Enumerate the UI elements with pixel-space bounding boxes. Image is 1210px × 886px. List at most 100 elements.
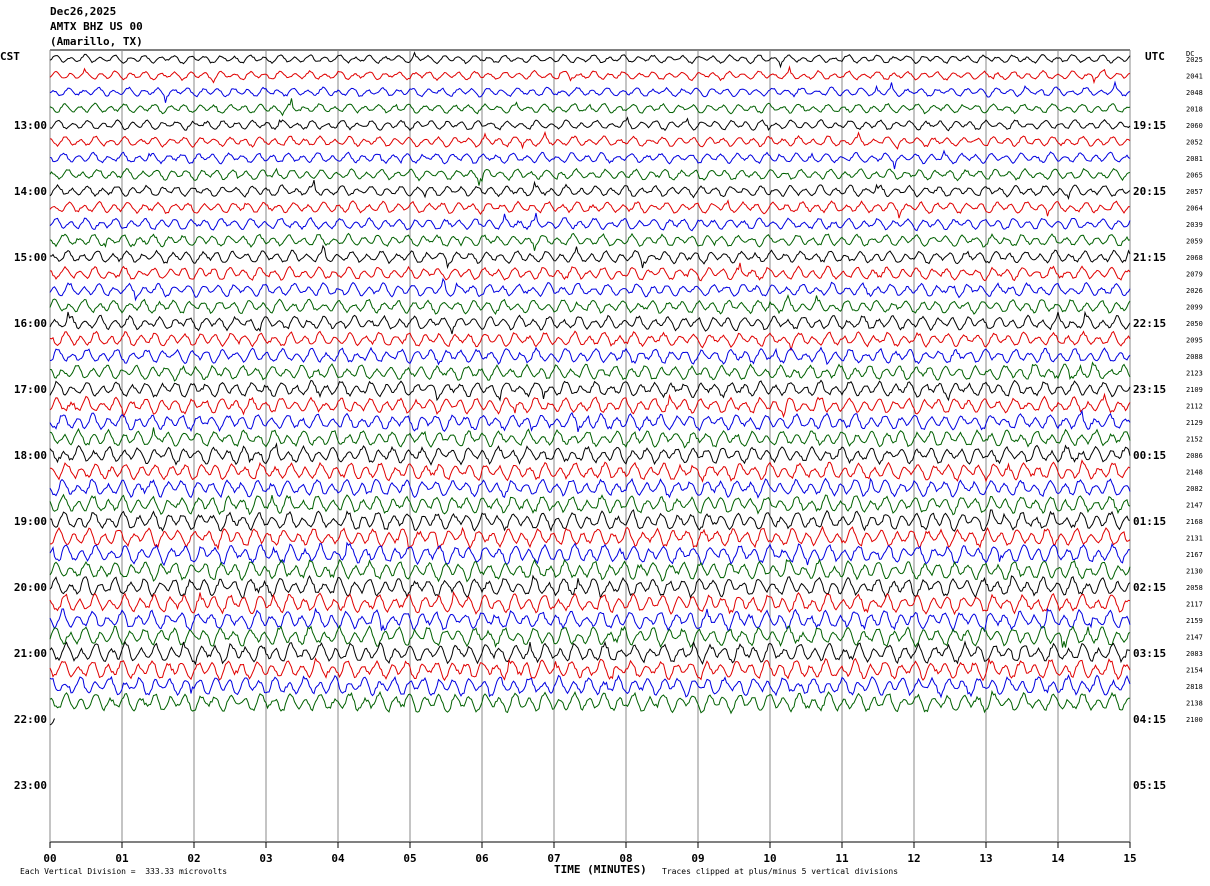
- seismic-trace: [49, 232, 1131, 251]
- dc-offset-label: 2159: [1186, 617, 1203, 625]
- utc-hour-label: 23:15: [1133, 383, 1166, 396]
- dc-offset-label: 2130: [1186, 568, 1203, 576]
- cst-hour-label: 18:00: [14, 449, 47, 462]
- seismic-trace: [49, 330, 1131, 351]
- dc-offset-label: 2112: [1186, 403, 1203, 411]
- cst-hour-label: 22:00: [14, 713, 47, 726]
- seismic-trace: [49, 293, 1131, 316]
- seismic-trace: [49, 624, 1131, 649]
- x-axis-label: TIME (MINUTES): [554, 863, 647, 876]
- seismic-trace: [49, 657, 1131, 682]
- utc-hour-label: 03:15: [1133, 647, 1166, 660]
- dc-offset-label: 2168: [1186, 518, 1203, 526]
- dc-offset-label: 2129: [1186, 419, 1203, 427]
- dc-offset-label: 2052: [1186, 139, 1203, 147]
- utc-hour-label: 20:15: [1133, 185, 1166, 198]
- utc-label: UTC: [1145, 50, 1165, 63]
- cst-hour-label: 17:00: [14, 383, 47, 396]
- seismic-trace: [49, 689, 1130, 715]
- dc-offset-label: 2152: [1186, 436, 1203, 444]
- utc-hour-label: 21:15: [1133, 251, 1166, 264]
- dc-offset-label: 2041: [1186, 73, 1203, 81]
- seismic-trace: [49, 262, 1131, 282]
- minute-tick-label: 03: [259, 852, 272, 865]
- seismic-trace: [49, 442, 1131, 466]
- minute-tick-label: 04: [331, 852, 345, 865]
- cst-hour-label: 19:00: [14, 515, 47, 528]
- dc-offset-label: 2148: [1186, 469, 1203, 477]
- dc-offset-label: 2018: [1186, 106, 1203, 114]
- seismic-trace: [49, 427, 1131, 449]
- header-date: Dec26,2025: [50, 5, 117, 18]
- seismic-trace: [49, 149, 1131, 170]
- minute-tick-label: 09: [691, 852, 704, 865]
- dc-offset-label: 2138: [1186, 700, 1203, 708]
- seismic-trace: [49, 477, 1131, 499]
- seismic-trace: [49, 179, 1131, 200]
- dc-offset-label: 2082: [1186, 485, 1203, 493]
- dc-offset-label: 2131: [1186, 535, 1203, 543]
- dc-offset-label: 2048: [1186, 89, 1203, 97]
- seismic-trace: [49, 130, 1131, 150]
- dc-offset-label: 2057: [1186, 188, 1203, 196]
- dc-offset-label: 2100: [1186, 716, 1203, 724]
- seismic-trace: [49, 392, 1131, 419]
- seismic-trace: [49, 509, 1131, 533]
- minute-tick-label: 05: [403, 852, 416, 865]
- seismic-trace: [49, 409, 1131, 433]
- minute-tick-label: 06: [475, 852, 489, 865]
- minute-tick-label: 12: [907, 852, 920, 865]
- dc-offset-label: 2123: [1186, 370, 1203, 378]
- header-location: (Amarillo, TX): [50, 35, 143, 48]
- seismic-trace: [49, 558, 1131, 583]
- minute-tick-label: 08: [619, 852, 632, 865]
- seismic-trace: [49, 98, 1131, 117]
- utc-hour-label: 19:15: [1133, 119, 1166, 132]
- cst-label: CST: [0, 50, 20, 63]
- dc-offset-label: 2095: [1186, 337, 1203, 345]
- seismic-trace: [49, 674, 1131, 699]
- dc-offset-label: 2099: [1186, 304, 1203, 312]
- seismic-trace: [49, 640, 1131, 666]
- dc-offset-label: 2818: [1186, 683, 1203, 691]
- cst-hour-label: 20:00: [14, 581, 47, 594]
- dc-offset-label: 2060: [1186, 122, 1203, 130]
- dc-offset-label: 2039: [1186, 221, 1203, 229]
- minute-tick-label: 00: [43, 852, 56, 865]
- cst-hour-label: 23:00: [14, 779, 47, 792]
- seismic-trace: [49, 65, 1131, 85]
- minute-tick-label: 13: [979, 852, 992, 865]
- seismic-trace: [50, 525, 1131, 551]
- cst-hour-label: 21:00: [14, 647, 47, 660]
- dc-offset-label: 2081: [1186, 155, 1203, 163]
- minute-tick-label: 14: [1051, 852, 1065, 865]
- seismic-trace: [49, 310, 1131, 335]
- dc-offset-label: 2117: [1186, 601, 1203, 609]
- vertical-division-note: Each Vertical Division = 333.33 microvol…: [20, 867, 228, 876]
- seismic-trace: [49, 361, 1131, 382]
- seismic-trace: [49, 116, 1131, 132]
- minute-tick-label: 01: [115, 852, 129, 865]
- dc-offset-label: 2058: [1186, 584, 1203, 592]
- dc-offset-label: 2147: [1186, 502, 1203, 510]
- seismic-trace: [49, 493, 1131, 516]
- clip-note: Traces clipped at plus/minus 5 vertical …: [662, 867, 899, 876]
- seismic-trace: [49, 590, 1131, 616]
- dc-offset-label: 2064: [1186, 205, 1203, 213]
- minute-tick-label: 10: [763, 852, 776, 865]
- seismic-trace: [49, 199, 1131, 219]
- dc-offset-label: 2167: [1186, 551, 1203, 559]
- seismic-trace: [49, 379, 1131, 402]
- utc-hour-label: 01:15: [1133, 515, 1166, 528]
- dc-offset-label: 2026: [1186, 287, 1203, 295]
- seismic-trace: [49, 718, 55, 726]
- cst-hour-label: 16:00: [14, 317, 47, 330]
- seismic-trace: [49, 574, 1131, 600]
- minute-tick-label: 11: [835, 852, 849, 865]
- dc-offset-label: 2025: [1186, 56, 1203, 64]
- seismic-trace: [49, 607, 1131, 633]
- minute-tick-label: 07: [547, 852, 560, 865]
- minute-tick-label: 02: [187, 852, 200, 865]
- header-channel: AMTX BHZ US 00: [50, 20, 143, 33]
